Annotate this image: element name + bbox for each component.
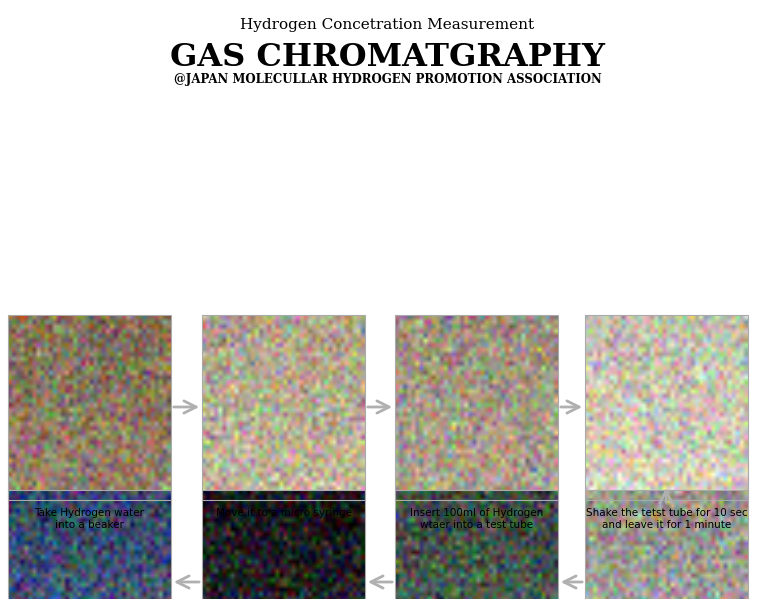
Bar <box>202 490 365 599</box>
Bar <box>8 490 171 599</box>
Bar <box>202 315 365 500</box>
Bar <box>8 315 171 500</box>
Text: Move it to a micro syringe: Move it to a micro syringe <box>215 508 352 518</box>
Text: Insert 100ml of Hydrogen
wtaer into a test tube: Insert 100ml of Hydrogen wtaer into a te… <box>410 508 543 530</box>
Text: GAS CHROMATGRAPHY: GAS CHROMATGRAPHY <box>170 42 605 73</box>
Bar <box>395 490 558 599</box>
Bar <box>585 315 748 500</box>
Text: Hydrogen Concetration Measurement: Hydrogen Concetration Measurement <box>240 18 535 32</box>
Text: @JAPAN MOLECULLAR HYDROGEN PROMOTION ASSOCIATION: @JAPAN MOLECULLAR HYDROGEN PROMOTION ASS… <box>174 73 601 86</box>
Bar <box>395 315 558 500</box>
Text: Take Hydrogen water
into a beaker: Take Hydrogen water into a beaker <box>35 508 144 530</box>
Bar <box>585 490 748 599</box>
Text: Shake the tetst tube for 10 sec
and leave it for 1 minute: Shake the tetst tube for 10 sec and leav… <box>586 508 747 530</box>
